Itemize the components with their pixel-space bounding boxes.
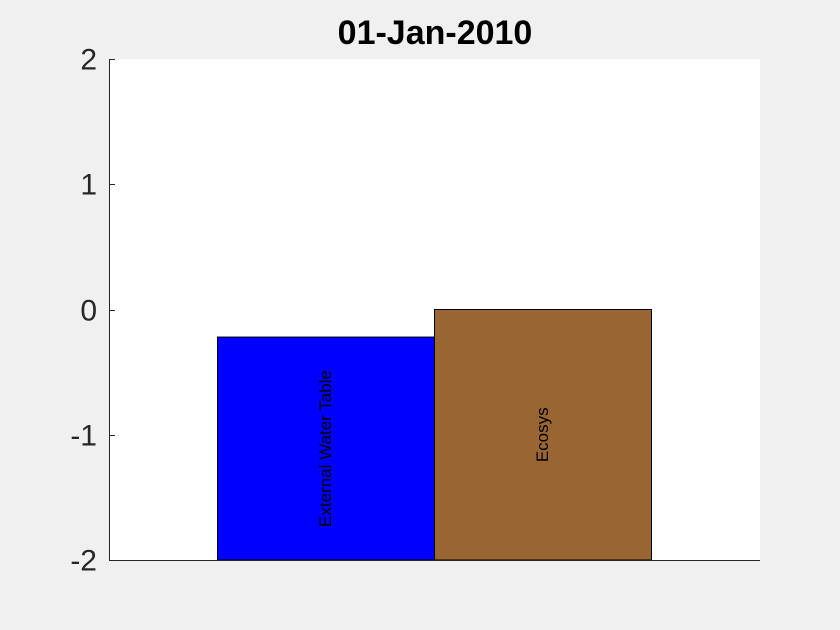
y-tick-label: 0 [80, 295, 97, 328]
y-tick-label: 1 [80, 169, 97, 202]
bars-group: External Water Table Ecosys [217, 309, 652, 561]
y-tick-label: -1 [70, 420, 97, 453]
bar-category-label: Ecosys [533, 407, 552, 462]
y-ticks-group: 2 1 0 -1 -2 [70, 44, 115, 578]
bar-category-label: External Water Table [316, 370, 335, 527]
chart-title: 01-Jan-2010 [338, 14, 533, 52]
bar [434, 309, 652, 561]
y-tick-label: 2 [80, 44, 97, 77]
bar [217, 336, 435, 561]
y-tick-label: -2 [70, 545, 97, 578]
